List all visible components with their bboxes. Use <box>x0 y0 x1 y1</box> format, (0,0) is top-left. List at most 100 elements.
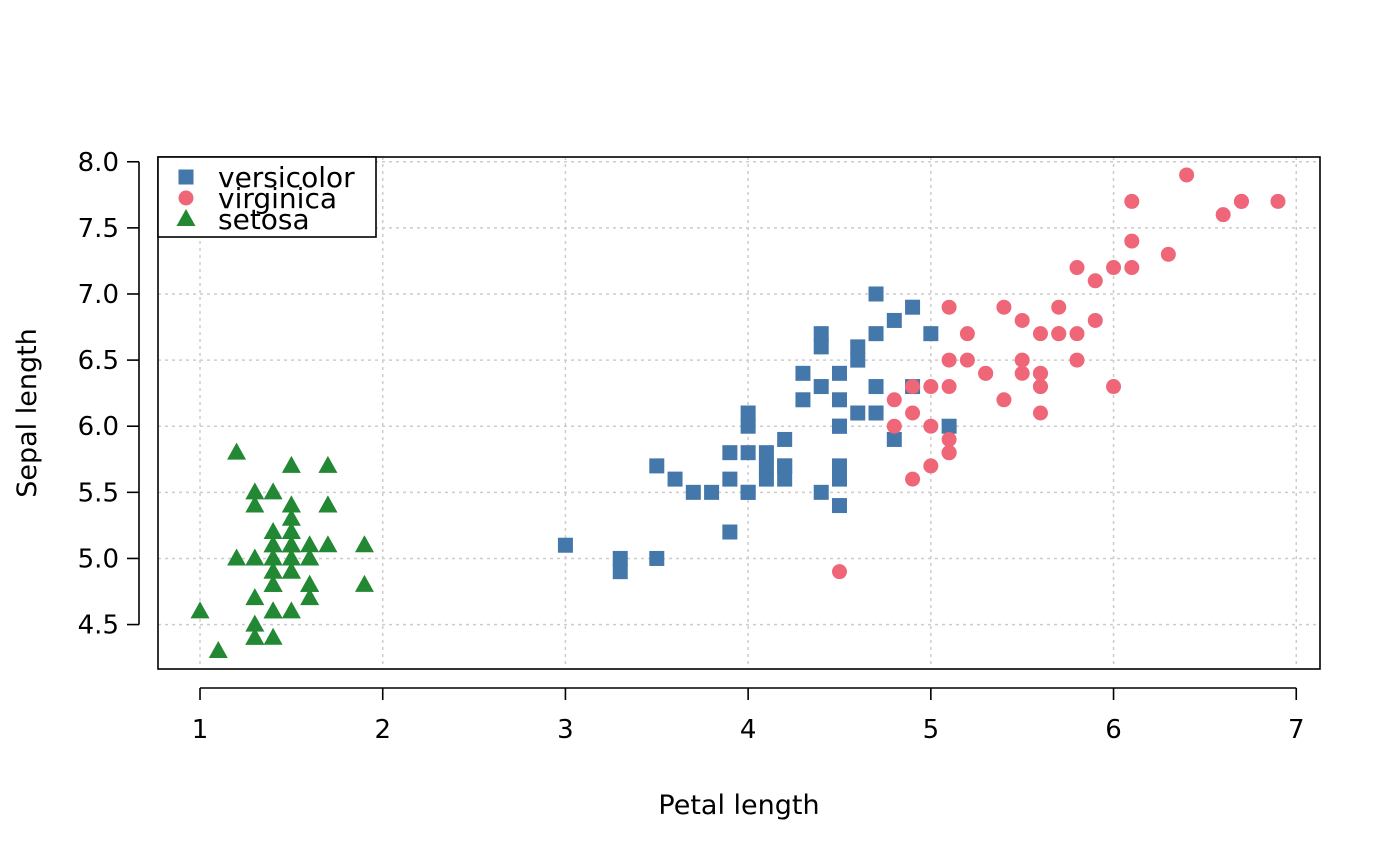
versicolor-point <box>722 524 738 540</box>
x-tick-label: 5 <box>923 715 940 745</box>
versicolor-point <box>667 471 683 487</box>
setosa-point <box>318 535 338 553</box>
versicolor-point <box>831 392 847 408</box>
versicolor-point <box>795 365 811 381</box>
setosa-point <box>300 535 320 553</box>
versicolor-point <box>740 418 756 434</box>
legend-marker-setosa <box>176 209 196 226</box>
virginica-point <box>941 445 957 461</box>
legend-marker-virginica <box>178 190 194 206</box>
virginica-point <box>905 379 921 395</box>
virginica-point <box>1270 193 1286 209</box>
legend-box <box>157 156 377 238</box>
versicolor-point <box>831 458 847 474</box>
virginica-point <box>923 458 939 474</box>
virginica-point <box>1032 379 1048 395</box>
versicolor-point <box>831 365 847 381</box>
virginica-point <box>1069 326 1085 342</box>
virginica-point <box>996 392 1012 408</box>
versicolor-point <box>868 286 884 302</box>
plot-frame <box>157 156 1321 670</box>
setosa-point <box>263 627 283 645</box>
setosa-point <box>318 455 338 473</box>
virginica-point <box>941 299 957 315</box>
series-setosa <box>190 442 374 659</box>
virginica-point <box>905 471 921 487</box>
setosa-point <box>281 535 301 553</box>
virginica-point <box>886 418 902 434</box>
setosa-point <box>354 535 374 553</box>
setosa-point <box>263 561 283 579</box>
setosa-point <box>263 601 283 619</box>
y-tick-label: 6.0 <box>78 412 119 442</box>
versicolor-point <box>649 458 665 474</box>
versicolor-point <box>813 484 829 500</box>
setosa-point <box>227 442 247 460</box>
setosa-point <box>281 601 301 619</box>
y-axis: 4.5 5.0 5.5 6.0 6.5 7.0 7.5 8.0 <box>78 148 140 641</box>
setosa-point <box>190 601 210 619</box>
y-tick-label: 7.5 <box>78 214 119 244</box>
virginica-point <box>1215 207 1231 223</box>
versicolor-point <box>868 405 884 421</box>
versicolor-point <box>886 312 902 328</box>
versicolor-point <box>850 405 866 421</box>
versicolor-point <box>886 431 902 447</box>
virginica-point <box>996 299 1012 315</box>
x-axis-title: Petal length <box>658 790 819 821</box>
versicolor-point <box>795 392 811 408</box>
setosa-point <box>245 614 265 632</box>
versicolor-point <box>722 445 738 461</box>
virginica-point <box>1233 193 1249 209</box>
y-tick-label: 4.5 <box>78 611 119 641</box>
setosa-point <box>263 548 283 566</box>
virginica-point <box>1106 379 1122 395</box>
versicolor-point <box>740 405 756 421</box>
versicolor-point <box>831 498 847 514</box>
x-tick-label: 3 <box>557 715 574 745</box>
virginica-point <box>831 564 847 580</box>
setosa-point <box>245 495 265 513</box>
versicolor-point <box>923 326 939 342</box>
versicolor-point <box>758 458 774 474</box>
virginica-point <box>1032 326 1048 342</box>
setosa-point <box>245 627 265 645</box>
y-tick-label: 5.0 <box>78 544 119 574</box>
virginica-point <box>905 405 921 421</box>
setosa-point <box>263 574 283 592</box>
virginica-point <box>1014 352 1030 368</box>
virginica-point <box>1014 312 1030 328</box>
virginica-point <box>959 352 975 368</box>
setosa-point <box>245 482 265 500</box>
y-tick-label: 6.5 <box>78 346 119 376</box>
virginica-point <box>941 431 957 447</box>
legend-label-setosa: setosa <box>218 203 310 236</box>
setosa-point <box>281 508 301 526</box>
setosa-point <box>300 574 320 592</box>
versicolor-point <box>557 537 573 553</box>
y-axis-title: Sepal length <box>12 328 43 498</box>
setosa-point <box>281 455 301 473</box>
data-points <box>190 167 1286 659</box>
versicolor-point <box>831 418 847 434</box>
versicolor-point <box>777 458 793 474</box>
versicolor-point <box>850 339 866 355</box>
versicolor-point <box>941 418 957 434</box>
setosa-point <box>281 495 301 513</box>
x-tick-label: 1 <box>192 715 209 745</box>
versicolor-point <box>740 445 756 461</box>
versicolor-point <box>704 484 720 500</box>
setosa-point <box>227 548 247 566</box>
versicolor-point <box>868 379 884 395</box>
versicolor-point <box>813 326 829 342</box>
virginica-point <box>1087 273 1103 289</box>
setosa-point <box>300 588 320 606</box>
setosa-point <box>281 548 301 566</box>
virginica-point <box>1124 233 1140 249</box>
virginica-point <box>1051 326 1067 342</box>
versicolor-point <box>850 352 866 368</box>
versicolor-point <box>758 445 774 461</box>
legend-label-virginica: virginica <box>218 182 337 215</box>
